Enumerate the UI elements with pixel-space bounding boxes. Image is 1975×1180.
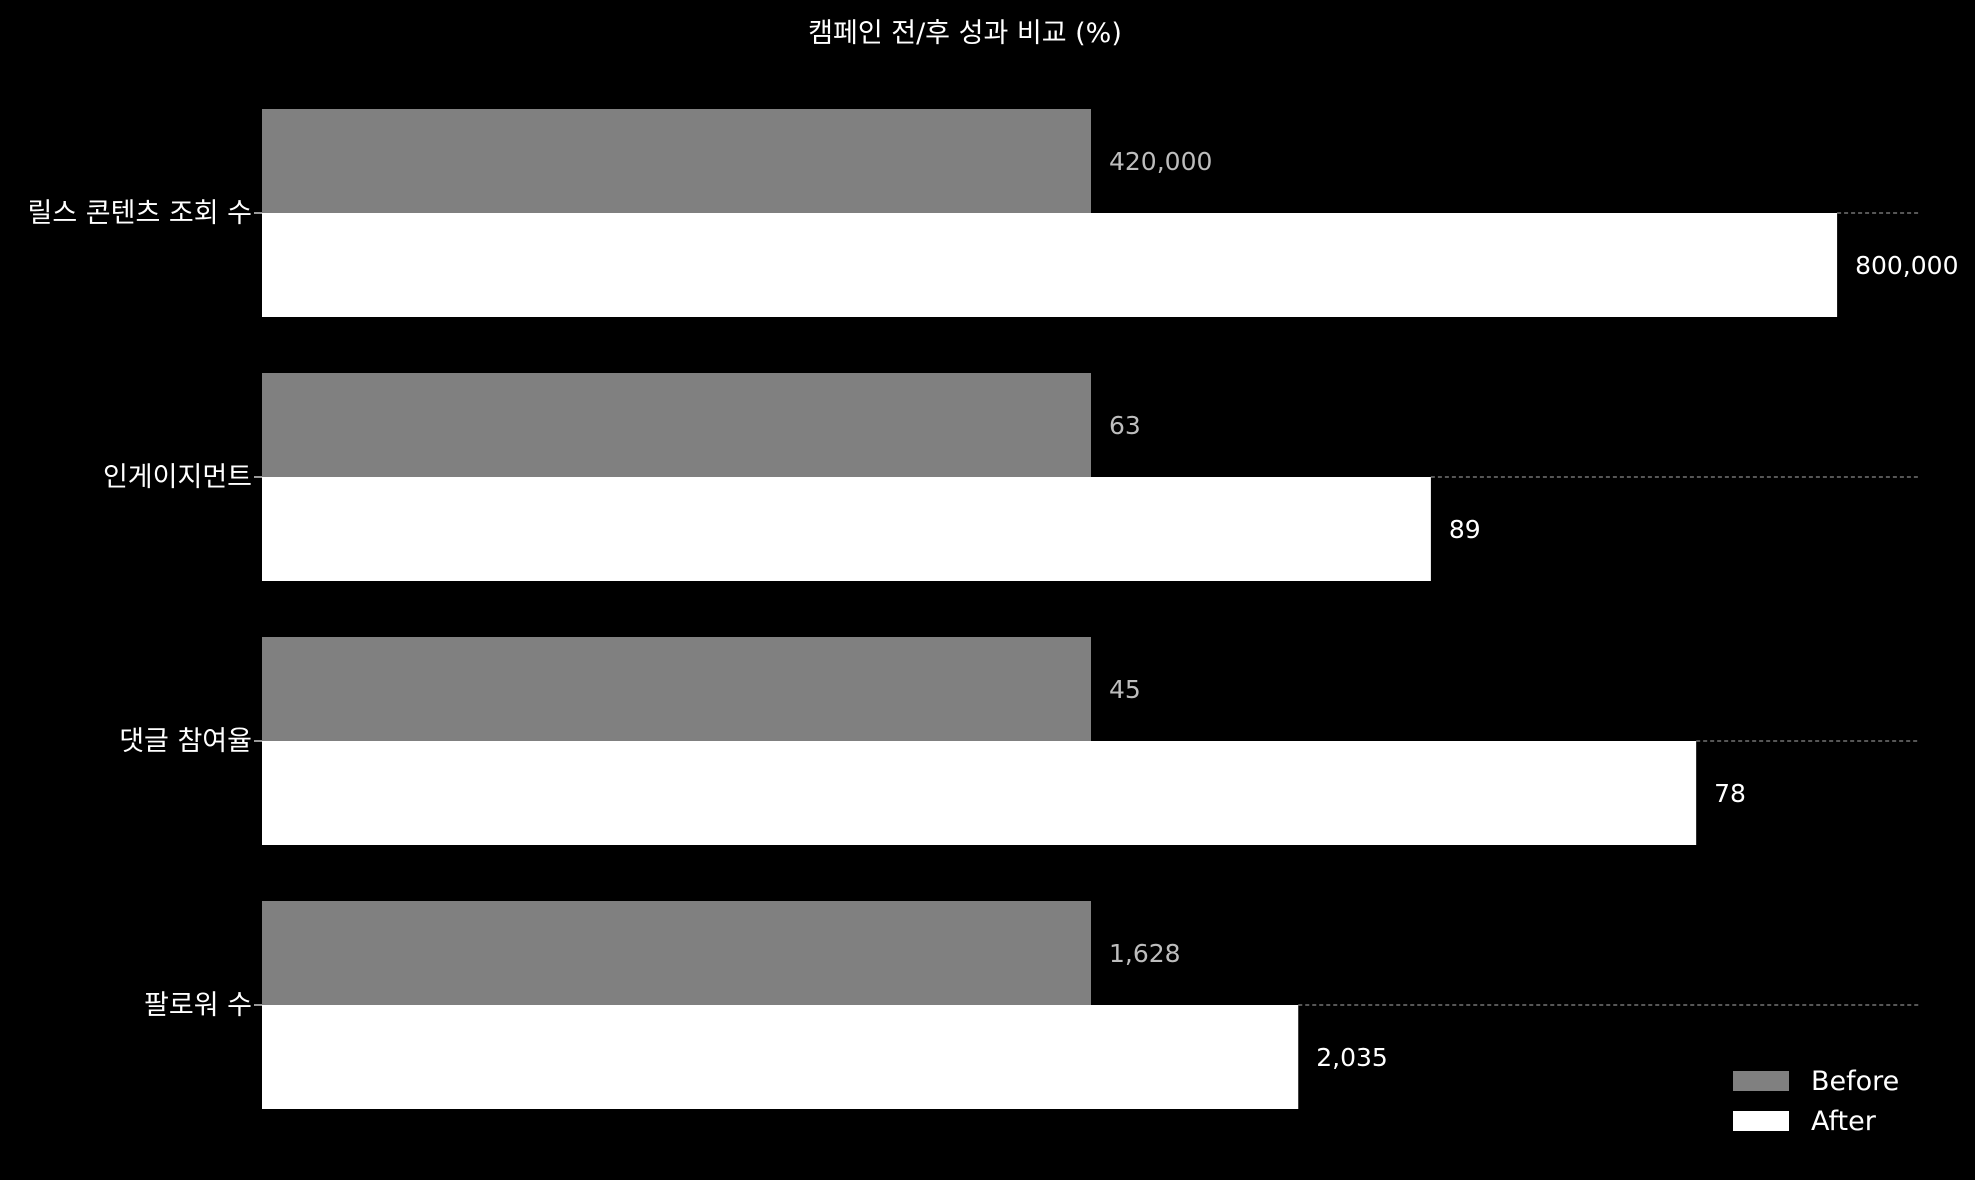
category-label-3: 팔로워 수 <box>144 990 252 1021</box>
bar-before-1 <box>262 373 1091 477</box>
bar-before-2 <box>262 637 1091 741</box>
bar-after-0 <box>262 213 1838 317</box>
plot-area: 420,000 800,000 릴스 콘텐츠 조회 수 63 89 인게이지먼트 45 78 댓… <box>28 109 1958 1109</box>
chart-title: 캠페인 전/후 성과 비교 (%) <box>808 18 1122 49</box>
value-label-before-1: 63 <box>1109 411 1141 440</box>
legend-label-before: Before <box>1811 1066 1899 1097</box>
legend-swatch-after <box>1733 1111 1789 1131</box>
bar-after-3 <box>262 1005 1299 1109</box>
value-label-before-2: 45 <box>1109 675 1141 704</box>
value-label-after-1: 89 <box>1449 515 1481 544</box>
value-label-before-0: 420,000 <box>1109 147 1212 176</box>
bar-before-3 <box>262 901 1091 1005</box>
value-label-after-3: 2,035 <box>1316 1043 1388 1072</box>
category-label-1: 인게이지먼트 <box>103 462 252 493</box>
legend-label-after: After <box>1811 1106 1877 1137</box>
value-label-after-2: 78 <box>1714 779 1746 808</box>
bar-after-1 <box>262 477 1431 581</box>
value-label-before-3: 1,628 <box>1109 939 1181 968</box>
value-label-after-0: 800,000 <box>1855 251 1958 280</box>
category-label-0: 릴스 콘텐츠 조회 수 <box>28 198 252 229</box>
legend: Before After <box>1733 1066 1899 1137</box>
bar-after-2 <box>262 741 1697 845</box>
bar-before-0 <box>262 109 1091 213</box>
category-label-2: 댓글 참여율 <box>119 726 252 757</box>
legend-swatch-before <box>1733 1071 1789 1091</box>
